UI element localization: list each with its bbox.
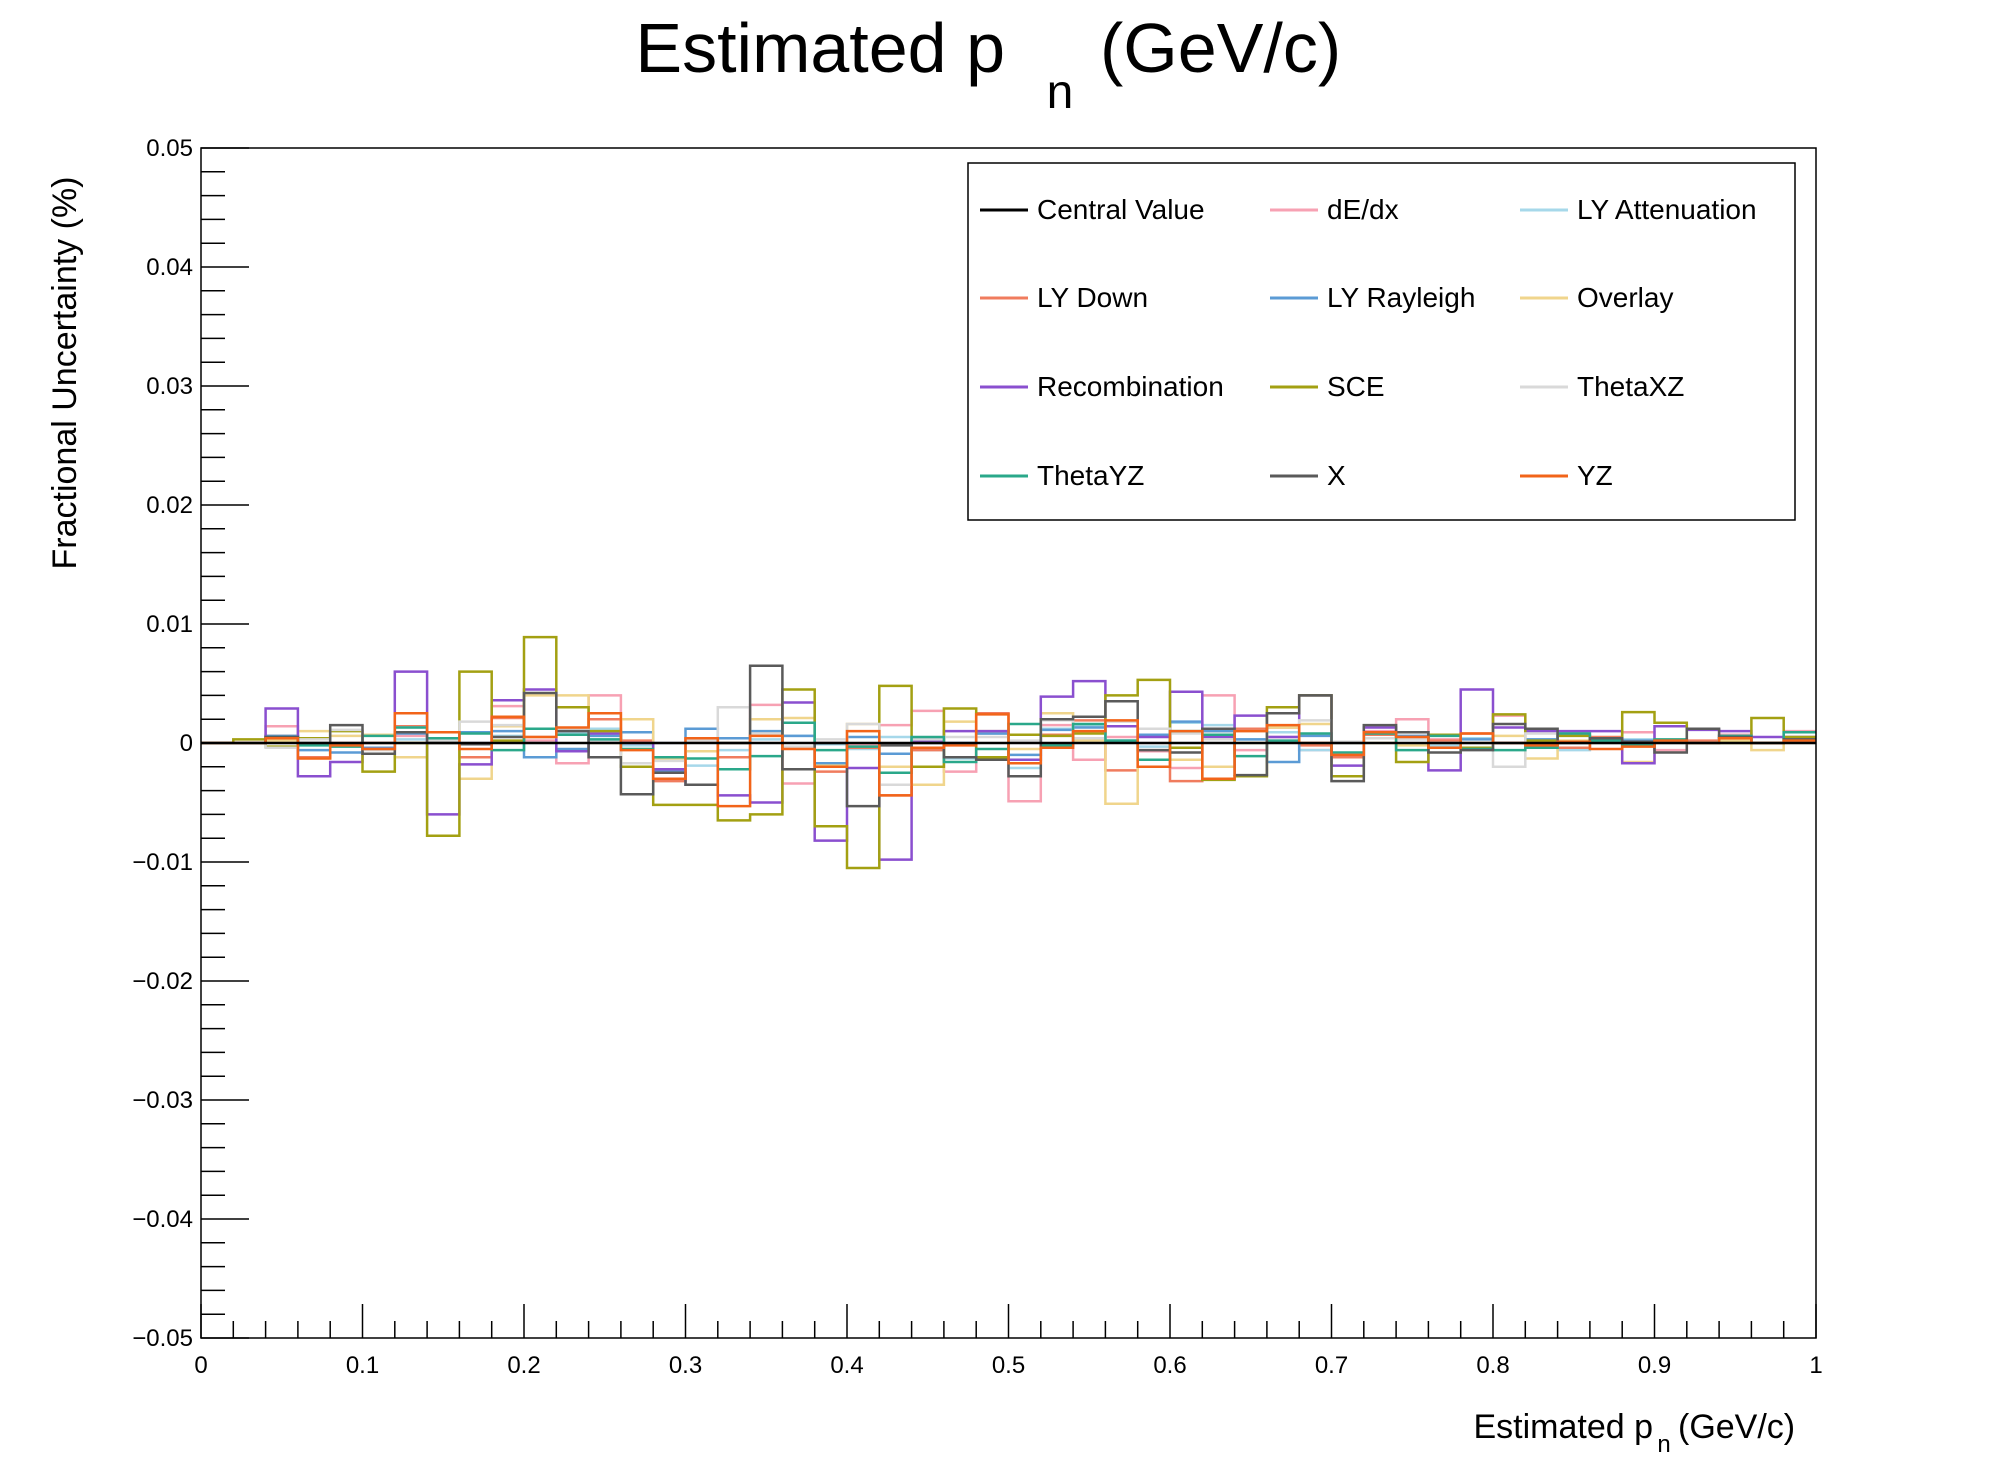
x-tick-label: 0.9 (1638, 1352, 1671, 1379)
legend-label-x: X (1327, 460, 1346, 491)
x-axis-label: Estimated p (1473, 1408, 1653, 1446)
x-tick-label: 0.8 (1476, 1352, 1509, 1379)
axis-tick-labels: 0 0.1 0.2 0.3 0.4 0.5 0.6 0.7 0.8 0.9 1 −0.05 −0.04 −… (132, 135, 1822, 1379)
legend-label-de-dx: dE/dx (1327, 194, 1399, 225)
chart-title: Estimated p (635, 9, 1005, 87)
y-tick-label: −0.03 (132, 1087, 193, 1114)
chart-title-subscript: n (1047, 66, 1074, 119)
y-tick-label: 0.03 (146, 373, 193, 400)
series-line-yz (201, 712, 1816, 808)
x-tick-label: 0.7 (1315, 1352, 1348, 1379)
x-tick-label: 0.6 (1153, 1352, 1186, 1379)
legend-label-ly-down: LY Down (1037, 282, 1148, 313)
x-tick-label: 0.1 (346, 1352, 379, 1379)
x-tick-label: 0.4 (830, 1352, 863, 1379)
legend-label-thetayz: ThetaYZ (1037, 460, 1144, 491)
axis-ticks (200, 147, 1817, 1339)
x-tick-label: 0.3 (669, 1352, 702, 1379)
x-axis-label-subscript: n (1657, 1431, 1670, 1458)
plot-frame (200, 147, 1817, 1339)
legend-label-ly-attenuation: LY Attenuation (1577, 194, 1757, 225)
y-tick-label: 0 (180, 730, 193, 757)
y-tick-label: −0.05 (132, 1325, 193, 1352)
y-tick-label: −0.04 (132, 1206, 193, 1233)
legend-label-thetaxz: ThetaXZ (1577, 371, 1684, 402)
legend-label-central-value: Central Value (1037, 194, 1205, 225)
x-tick-label: 0 (194, 1352, 207, 1379)
legend-label-yz: YZ (1577, 460, 1613, 491)
legend-label-recombination: Recombination (1037, 371, 1224, 402)
chart-title-suffix: (GeV/c) (1100, 9, 1341, 87)
y-tick-label: −0.01 (132, 849, 193, 876)
y-tick-label: 0.05 (146, 135, 193, 162)
legend-box (967, 162, 1796, 521)
legend-label-sce: SCE (1327, 371, 1385, 402)
legend: Central Value dE/dx LY Attenuation LY Down L… (967, 162, 1796, 521)
y-tick-label: 0.02 (146, 492, 193, 519)
y-axis-label: Fractional Uncertainty (%) (46, 176, 84, 569)
y-tick-label: −0.02 (132, 968, 193, 995)
x-axis-label-suffix: (GeV/c) (1678, 1408, 1795, 1446)
legend-label-ly-rayleigh: LY Rayleigh (1327, 282, 1475, 313)
y-tick-label: 0.01 (146, 611, 193, 638)
y-tick-label: 0.04 (146, 254, 193, 281)
x-tick-label: 0.5 (992, 1352, 1025, 1379)
x-tick-label: 0.2 (507, 1352, 540, 1379)
legend-label-overlay: Overlay (1577, 282, 1673, 313)
x-tick-label: 1 (1809, 1352, 1822, 1379)
series-group (201, 635, 1816, 870)
